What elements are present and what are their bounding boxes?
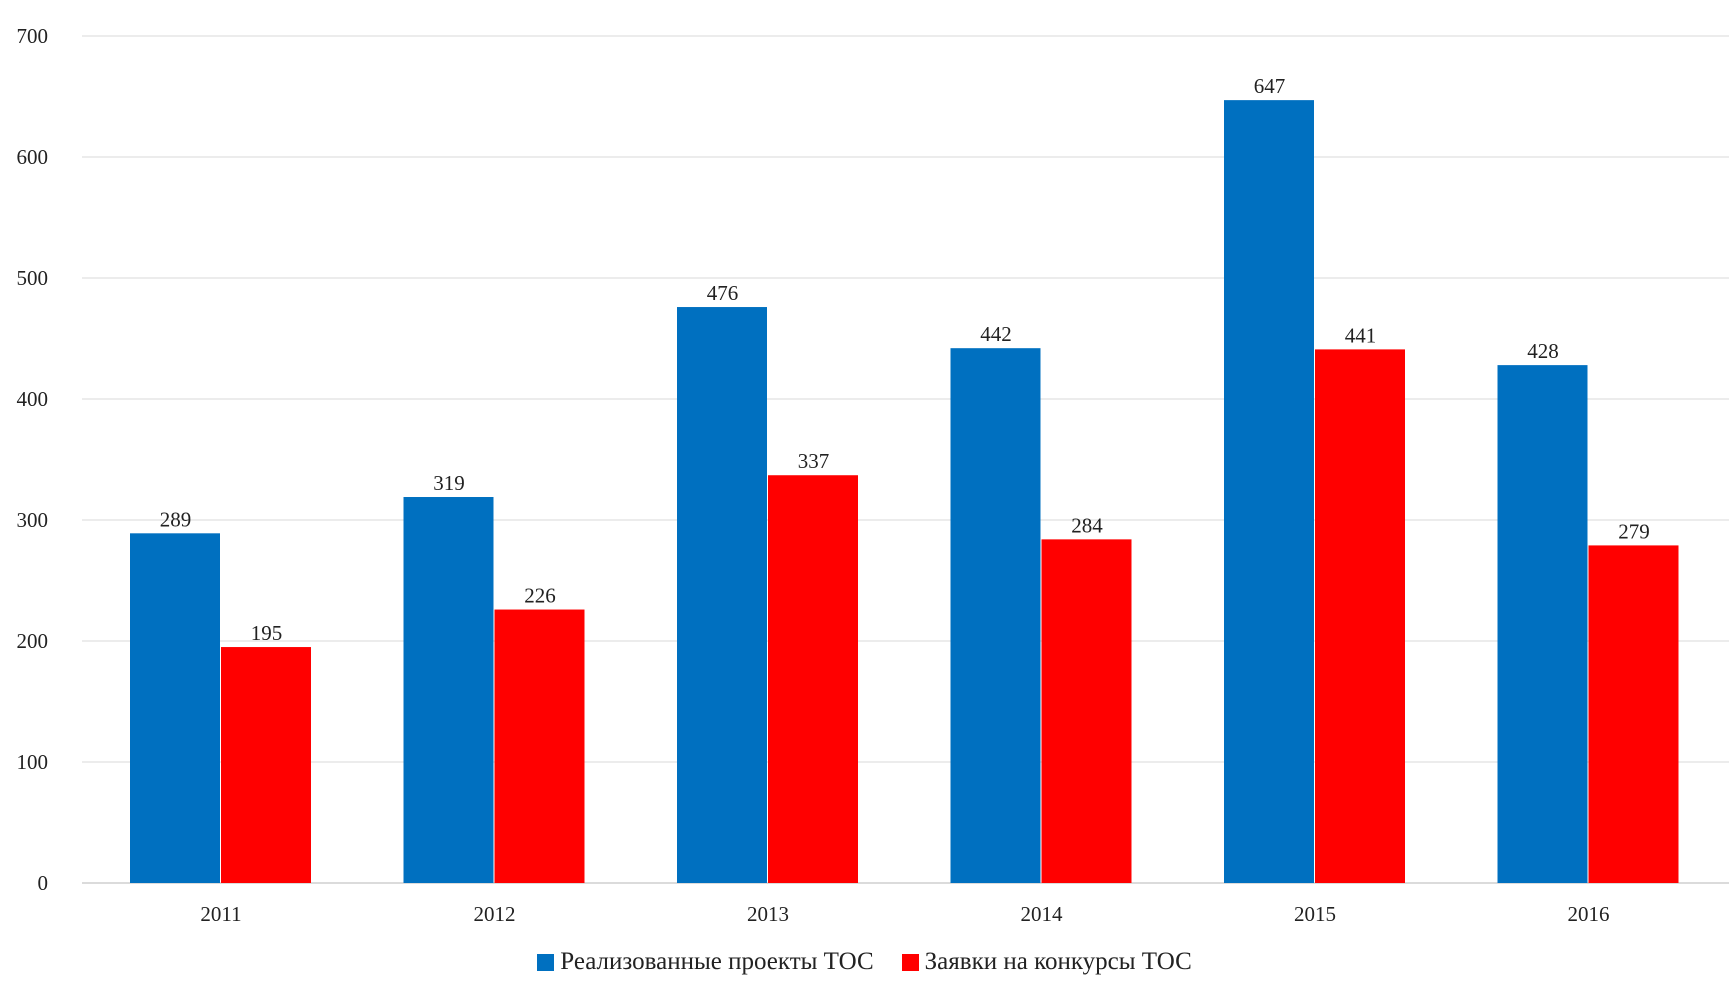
y-axis-tick-labels: 0 100 200 300 400 500 600 700 bbox=[17, 24, 49, 895]
data-label: 442 bbox=[980, 322, 1012, 346]
x-tick-label: 2013 bbox=[747, 902, 789, 926]
y-tick-label: 300 bbox=[17, 508, 49, 532]
bar-realized-projects-2016 bbox=[1497, 365, 1588, 883]
data-label: 226 bbox=[524, 584, 556, 608]
y-tick-label: 600 bbox=[17, 145, 49, 169]
data-label: 428 bbox=[1527, 339, 1559, 363]
legend-item-series-2: Заявки на конкурсы ТОС bbox=[901, 948, 1192, 976]
data-labels: 289 195 319 226 476 337 442 284 647 441 428 279 bbox=[160, 74, 1650, 645]
data-label: 476 bbox=[707, 281, 739, 305]
bar-realized-projects-2013 bbox=[677, 307, 767, 883]
bar-realized-projects-2015 bbox=[1224, 100, 1314, 883]
x-tick-label: 2012 bbox=[474, 902, 516, 926]
bar-contest-applications-2012 bbox=[494, 609, 585, 883]
bar-contest-applications-2016 bbox=[1588, 545, 1679, 883]
y-tick-label: 100 bbox=[17, 750, 49, 774]
data-label: 441 bbox=[1345, 323, 1377, 347]
gridlines bbox=[82, 35, 1729, 884]
bar-contest-applications-2014 bbox=[1041, 539, 1132, 883]
x-tick-label: 2011 bbox=[200, 902, 241, 926]
bar-realized-projects-2014 bbox=[950, 348, 1041, 883]
bar-contest-applications-2013 bbox=[768, 475, 858, 883]
y-tick-label: 700 bbox=[17, 24, 49, 48]
legend-label-series-2: Заявки на конкурсы ТОС bbox=[924, 948, 1192, 975]
y-tick-label: 200 bbox=[17, 629, 49, 653]
y-tick-label: 400 bbox=[17, 387, 49, 411]
data-label: 647 bbox=[1254, 74, 1286, 98]
bar-contest-applications-2015 bbox=[1315, 349, 1405, 883]
bar-realized-projects-2012 bbox=[403, 497, 494, 883]
legend-item-series-1: Реализованные проекты ТОС bbox=[537, 948, 874, 976]
y-tick-label: 500 bbox=[17, 266, 49, 290]
data-label: 284 bbox=[1071, 513, 1103, 537]
legend-swatch-series-2 bbox=[901, 953, 919, 971]
bar-realized-projects-2011 bbox=[130, 533, 220, 883]
bar-contest-applications-2011 bbox=[221, 647, 311, 883]
data-label: 195 bbox=[251, 621, 283, 645]
data-label: 337 bbox=[798, 449, 830, 473]
x-axis-tick-labels: 2011 2012 2013 2014 2015 2016 bbox=[200, 902, 1609, 926]
x-tick-label: 2016 bbox=[1568, 902, 1610, 926]
legend-swatch-series-1 bbox=[537, 953, 555, 971]
legend: Реализованные проекты ТОС Заявки на конк… bbox=[0, 948, 1729, 976]
data-label: 279 bbox=[1618, 519, 1650, 543]
y-tick-label: 0 bbox=[38, 871, 49, 895]
data-label: 289 bbox=[160, 507, 192, 531]
legend-label-series-1: Реализованные проекты ТОС bbox=[560, 948, 874, 975]
data-label: 319 bbox=[433, 471, 465, 495]
x-tick-label: 2015 bbox=[1294, 902, 1336, 926]
bars bbox=[130, 100, 1679, 883]
x-tick-label: 2014 bbox=[1021, 902, 1064, 926]
